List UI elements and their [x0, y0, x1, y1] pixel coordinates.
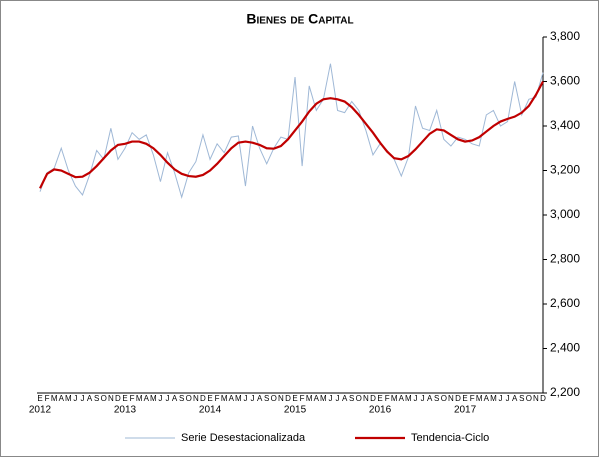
- x-tick-label: M: [490, 394, 497, 403]
- x-tick-label: M: [235, 394, 242, 403]
- x-tick-label: J: [421, 394, 425, 403]
- x-tick-label: M: [150, 394, 157, 403]
- x-tick-label: O: [441, 394, 447, 403]
- y-tick-label: 3,400: [550, 118, 580, 132]
- x-tick-label: J: [336, 394, 340, 403]
- x-tick-label: M: [221, 394, 228, 403]
- year-label: 2016: [369, 405, 392, 416]
- x-tick-label: N: [193, 394, 199, 403]
- x-tick-label: A: [512, 394, 518, 403]
- chart-title: Bienes de Capital: [246, 11, 353, 27]
- x-tick-label: M: [306, 394, 313, 403]
- x-tick-label: M: [51, 394, 58, 403]
- x-tick-label: N: [363, 394, 369, 403]
- x-tick-label: S: [179, 394, 184, 403]
- x-tick-label: J: [498, 394, 502, 403]
- x-tick-label: A: [427, 394, 433, 403]
- x-tick-label: J: [251, 394, 255, 403]
- x-tick-label: A: [257, 394, 263, 403]
- x-tick-label: N: [533, 394, 539, 403]
- x-tick-label: J: [413, 394, 417, 403]
- x-tick-label: O: [271, 394, 277, 403]
- x-tick-label: O: [526, 394, 532, 403]
- year-label: 2015: [284, 405, 307, 416]
- y-tick-label: 2,400: [550, 341, 580, 355]
- x-tick-label: M: [405, 394, 412, 403]
- series-line: [39, 63, 544, 199]
- legend-label: Tendencia-Ciclo: [411, 432, 489, 444]
- x-tick-label: S: [349, 394, 354, 403]
- x-tick-label: A: [484, 394, 490, 403]
- x-tick-label: J: [166, 394, 170, 403]
- year-label: 2017: [454, 405, 477, 416]
- y-tick-label: 3,200: [550, 163, 580, 177]
- y-tick-label: 3,600: [550, 74, 580, 88]
- x-tick-label: A: [87, 394, 93, 403]
- x-tick-label: M: [65, 394, 72, 403]
- x-tick-label: M: [136, 394, 143, 403]
- x-tick-label: J: [243, 394, 247, 403]
- x-tick-label: J: [328, 394, 332, 403]
- x-tick-label: F: [130, 394, 135, 403]
- x-tick-label: N: [108, 394, 114, 403]
- x-tick-label: E: [122, 394, 127, 403]
- x-tick-label: D: [370, 394, 376, 403]
- year-label: 2013: [114, 405, 137, 416]
- x-tick-label: F: [300, 394, 305, 403]
- series-line: [39, 80, 544, 189]
- x-tick-label: N: [448, 394, 454, 403]
- y-tick-label: 3,000: [550, 207, 580, 221]
- x-tick-label: J: [73, 394, 77, 403]
- x-tick-label: O: [186, 394, 192, 403]
- x-tick-label: F: [45, 394, 50, 403]
- x-tick-label: J: [81, 394, 85, 403]
- x-tick-label: A: [144, 394, 150, 403]
- x-tick-label: F: [215, 394, 220, 403]
- x-tick-label: D: [115, 394, 121, 403]
- y-tick-label: 2,200: [550, 385, 580, 399]
- x-tick-label: M: [391, 394, 398, 403]
- x-tick-label: S: [264, 394, 269, 403]
- x-tick-label: J: [158, 394, 162, 403]
- x-tick-label: F: [470, 394, 475, 403]
- x-tick-label: A: [172, 394, 178, 403]
- x-tick-label: E: [37, 394, 42, 403]
- x-tick-label: E: [292, 394, 297, 403]
- legend-label: Serie Desestacionalizada: [181, 432, 306, 444]
- x-tick-label: D: [200, 394, 206, 403]
- x-tick-label: A: [314, 394, 320, 403]
- x-tick-label: E: [462, 394, 467, 403]
- x-tick-label: A: [342, 394, 348, 403]
- y-tick-label: 2,800: [550, 252, 580, 266]
- x-tick-label: F: [385, 394, 390, 403]
- x-tick-label: D: [455, 394, 461, 403]
- x-tick-label: D: [540, 394, 546, 403]
- x-tick-label: D: [285, 394, 291, 403]
- x-tick-label: M: [476, 394, 483, 403]
- x-tick-label: E: [207, 394, 212, 403]
- year-label: 2014: [199, 405, 222, 416]
- x-tick-label: M: [320, 394, 327, 403]
- x-tick-label: N: [278, 394, 284, 403]
- x-tick-label: S: [519, 394, 524, 403]
- x-tick-label: S: [94, 394, 99, 403]
- x-tick-label: S: [434, 394, 439, 403]
- x-tick-label: E: [377, 394, 382, 403]
- x-tick-label: A: [229, 394, 235, 403]
- x-tick-label: A: [399, 394, 405, 403]
- x-tick-label: A: [59, 394, 65, 403]
- y-tick-label: 3,800: [550, 29, 580, 43]
- x-tick-label: O: [356, 394, 362, 403]
- x-tick-label: J: [506, 394, 510, 403]
- year-label: 2012: [29, 405, 52, 416]
- y-tick-label: 2,600: [550, 296, 580, 310]
- x-tick-label: O: [101, 394, 107, 403]
